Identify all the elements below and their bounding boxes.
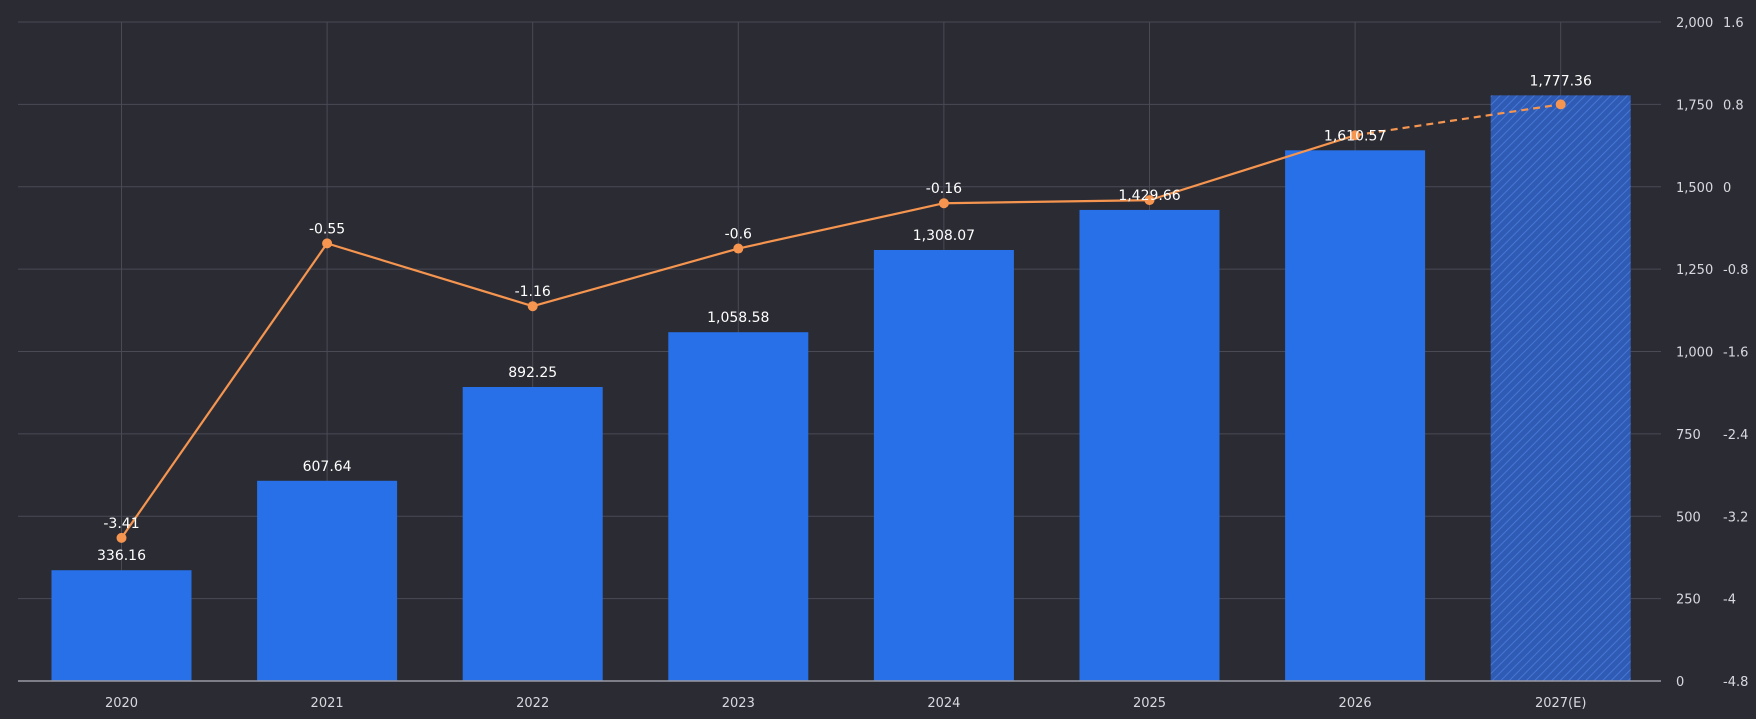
right-axis-tick-label: -3.2 <box>1723 510 1748 525</box>
axis-layer: 0 250 500 750 1,000 1,250 1,500 1,750 2,000 -4.8 -… <box>18 16 1748 711</box>
bar-value-label: 336.16 <box>97 548 146 564</box>
line-value-label: -1.16 <box>515 284 551 300</box>
right-axis-tick-label: 0.8 <box>1723 98 1744 113</box>
line-point <box>527 301 538 312</box>
left-axis-tick-label: 1,500 <box>1676 181 1713 196</box>
bar <box>873 249 1014 681</box>
line-value-label: -0.16 <box>926 181 962 197</box>
x-axis-tick-label: 2020 <box>105 696 138 711</box>
right-axis-tick-label: -1.6 <box>1723 346 1748 361</box>
line-segment <box>1149 134 1356 202</box>
line-layer <box>116 99 1566 543</box>
x-axis-tick-label: 2025 <box>1133 696 1166 711</box>
bar <box>462 387 603 681</box>
bar-value-label: 1,308.07 <box>913 228 975 244</box>
left-axis-tick-label: 500 <box>1676 510 1701 525</box>
line-point <box>1555 99 1566 110</box>
x-axis-tick-label: 2021 <box>311 696 344 711</box>
x-axis-tick-label: 2024 <box>927 696 960 711</box>
bar <box>668 332 809 681</box>
bar-layer <box>51 95 1631 682</box>
line-point <box>938 198 949 209</box>
x-axis-tick-label: 2022 <box>516 696 549 711</box>
line-segment <box>532 247 739 308</box>
x-axis-tick-label: 2023 <box>722 696 755 711</box>
bar-value-label: 892.25 <box>508 365 557 381</box>
line-point <box>116 532 127 543</box>
left-axis-tick-label: 1,000 <box>1676 346 1713 361</box>
line-point <box>733 243 744 254</box>
bar-value-label: 1,429.66 <box>1118 188 1180 204</box>
bar-value-label: 1,777.36 <box>1530 73 1592 89</box>
line-segment <box>326 242 534 308</box>
bar <box>1285 150 1426 681</box>
left-axis-tick-label: 250 <box>1676 593 1701 608</box>
label-layer: 336.16 607.64 892.25 1,058.58 1,308.07 1,429.… <box>97 73 1592 564</box>
bar <box>1079 209 1220 681</box>
x-axis-tick-label: 2027(E) <box>1535 696 1586 711</box>
bar-value-label: 607.64 <box>303 459 352 475</box>
bar-value-label: 1,610.57 <box>1324 128 1386 144</box>
left-axis-tick-label: 1,250 <box>1676 263 1713 278</box>
line-segment <box>738 202 945 250</box>
right-axis-tick-label: -0.8 <box>1723 263 1748 278</box>
line-segment <box>943 199 1150 205</box>
left-axis-tick-label: 2,000 <box>1676 16 1713 31</box>
line-point <box>322 238 333 249</box>
line-segment <box>120 242 329 539</box>
line-value-label: -0.6 <box>725 227 752 243</box>
right-axis-tick-label: -4 <box>1723 593 1736 608</box>
right-axis-tick-label: -4.8 <box>1723 675 1748 690</box>
bar <box>51 570 192 681</box>
left-axis-tick-label: 750 <box>1676 428 1701 443</box>
bar-estimated <box>1490 95 1631 682</box>
bar-value-label: 1,058.58 <box>707 310 769 326</box>
line-segment-estimated <box>1354 103 1561 137</box>
line-point <box>1350 130 1361 141</box>
line-point <box>1144 195 1155 206</box>
line-value-label: -0.55 <box>309 221 345 237</box>
left-axis-tick-label: 1,750 <box>1676 98 1713 113</box>
right-axis-tick-label: -2.4 <box>1723 428 1748 443</box>
right-axis-tick-label: 0 <box>1723 181 1731 196</box>
line-value-label: -3.41 <box>103 516 139 532</box>
bar <box>257 480 398 681</box>
right-axis-tick-label: 1.6 <box>1723 16 1744 31</box>
left-axis-tick-label: 0 <box>1676 675 1684 690</box>
x-axis-tick-label: 2026 <box>1339 696 1372 711</box>
